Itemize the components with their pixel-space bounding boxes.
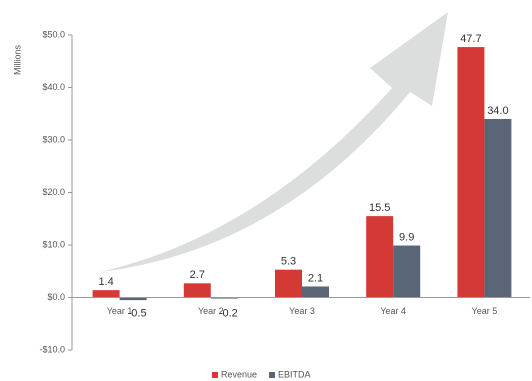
y-tick-label: $0.0	[47, 292, 65, 302]
bar	[302, 286, 329, 298]
bar	[457, 47, 485, 298]
legend-swatch	[212, 372, 218, 378]
bar	[119, 297, 147, 301]
data-label: 9.9	[399, 231, 414, 243]
x-tick-label: Year 4	[380, 306, 406, 316]
x-tick-label: Year 5	[472, 306, 498, 316]
bar	[275, 269, 302, 298]
data-label: 15.5	[369, 202, 390, 214]
bar	[183, 283, 211, 298]
data-label: 2.1	[308, 272, 323, 284]
bar	[393, 245, 421, 298]
growth-arrow	[100, 12, 448, 272]
bar	[92, 290, 120, 298]
data-label: 47.7	[460, 33, 481, 45]
y-tick-label: -$10.0	[39, 344, 65, 354]
y-axis-label: Millions	[12, 45, 22, 76]
bar	[210, 297, 238, 299]
y-tick-label: $50.0	[42, 29, 65, 39]
x-tick-label: Year 3	[289, 306, 315, 316]
legend-swatch	[269, 372, 276, 378]
legend-label: EBITDA	[278, 369, 311, 379]
data-label: 2.7	[190, 269, 205, 281]
x-tick-label: Year 2	[198, 306, 224, 316]
y-tick-label: $20.0	[42, 187, 65, 197]
data-label: 34.0	[487, 105, 508, 117]
x-tick-label: Year 1	[107, 306, 133, 316]
data-label: 5.3	[281, 256, 296, 268]
data-label: 1.4	[98, 276, 113, 288]
y-tick-label: $30.0	[42, 134, 65, 144]
y-tick-label: $40.0	[42, 82, 65, 92]
bar	[484, 119, 512, 298]
bar	[366, 216, 394, 298]
legend-label: Revenue	[221, 369, 257, 379]
data-label: -0.2	[219, 307, 238, 319]
data-label: -0.5	[128, 307, 147, 319]
y-tick-label: $10.0	[42, 239, 65, 249]
